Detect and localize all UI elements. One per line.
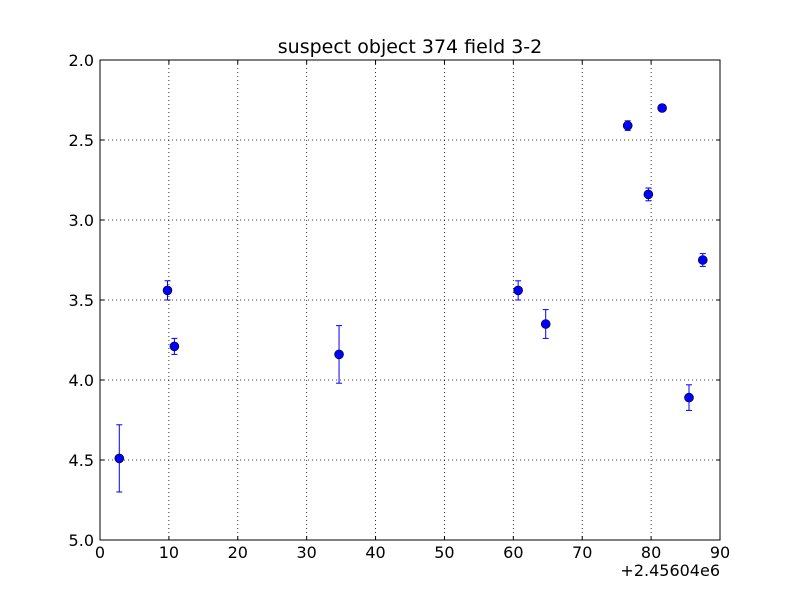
y-tick-label: 5.0	[69, 531, 94, 550]
x-tick-label: 40	[365, 543, 385, 562]
data-point	[643, 189, 654, 200]
data-point	[513, 285, 523, 296]
x-tick-label: 90	[710, 543, 730, 562]
data-point	[540, 319, 551, 329]
x-tick-label: 80	[641, 543, 661, 562]
x-tick-label: 30	[296, 543, 316, 562]
y-tick-label: 2.0	[69, 51, 94, 70]
x-axis-offset-label: +2.45604e6	[620, 561, 720, 580]
x-tick-label: 20	[228, 543, 248, 562]
y-tick-label: 4.0	[69, 371, 94, 390]
x-tick-label: 50	[434, 543, 454, 562]
y-tick-label: 3.5	[69, 291, 94, 310]
data-point	[697, 255, 708, 265]
x-tick-label: 0	[95, 543, 105, 562]
x-tick-label: 70	[572, 543, 592, 562]
data-point	[657, 103, 667, 113]
y-tick-label: 4.5	[69, 451, 94, 470]
data-point	[169, 341, 180, 352]
x-tick-label: 10	[159, 543, 179, 562]
y-tick-label: 3.0	[69, 211, 94, 230]
data-point	[684, 392, 694, 403]
y-tick-label: 2.5	[69, 131, 94, 150]
data-point	[114, 453, 125, 464]
data-point	[162, 285, 173, 296]
data-point	[334, 349, 344, 360]
x-tick-label: 60	[503, 543, 523, 562]
chart-title: suspect object 374 field 3-2	[278, 36, 543, 58]
data-points	[114, 103, 708, 493]
data-point	[622, 120, 633, 131]
axis-ticks: 0 10 20 30 40 50 60 70 80 90 2.0 2.5 3.0 3.5 4.0 4.5 5.0	[69, 51, 731, 562]
grid	[100, 60, 720, 540]
